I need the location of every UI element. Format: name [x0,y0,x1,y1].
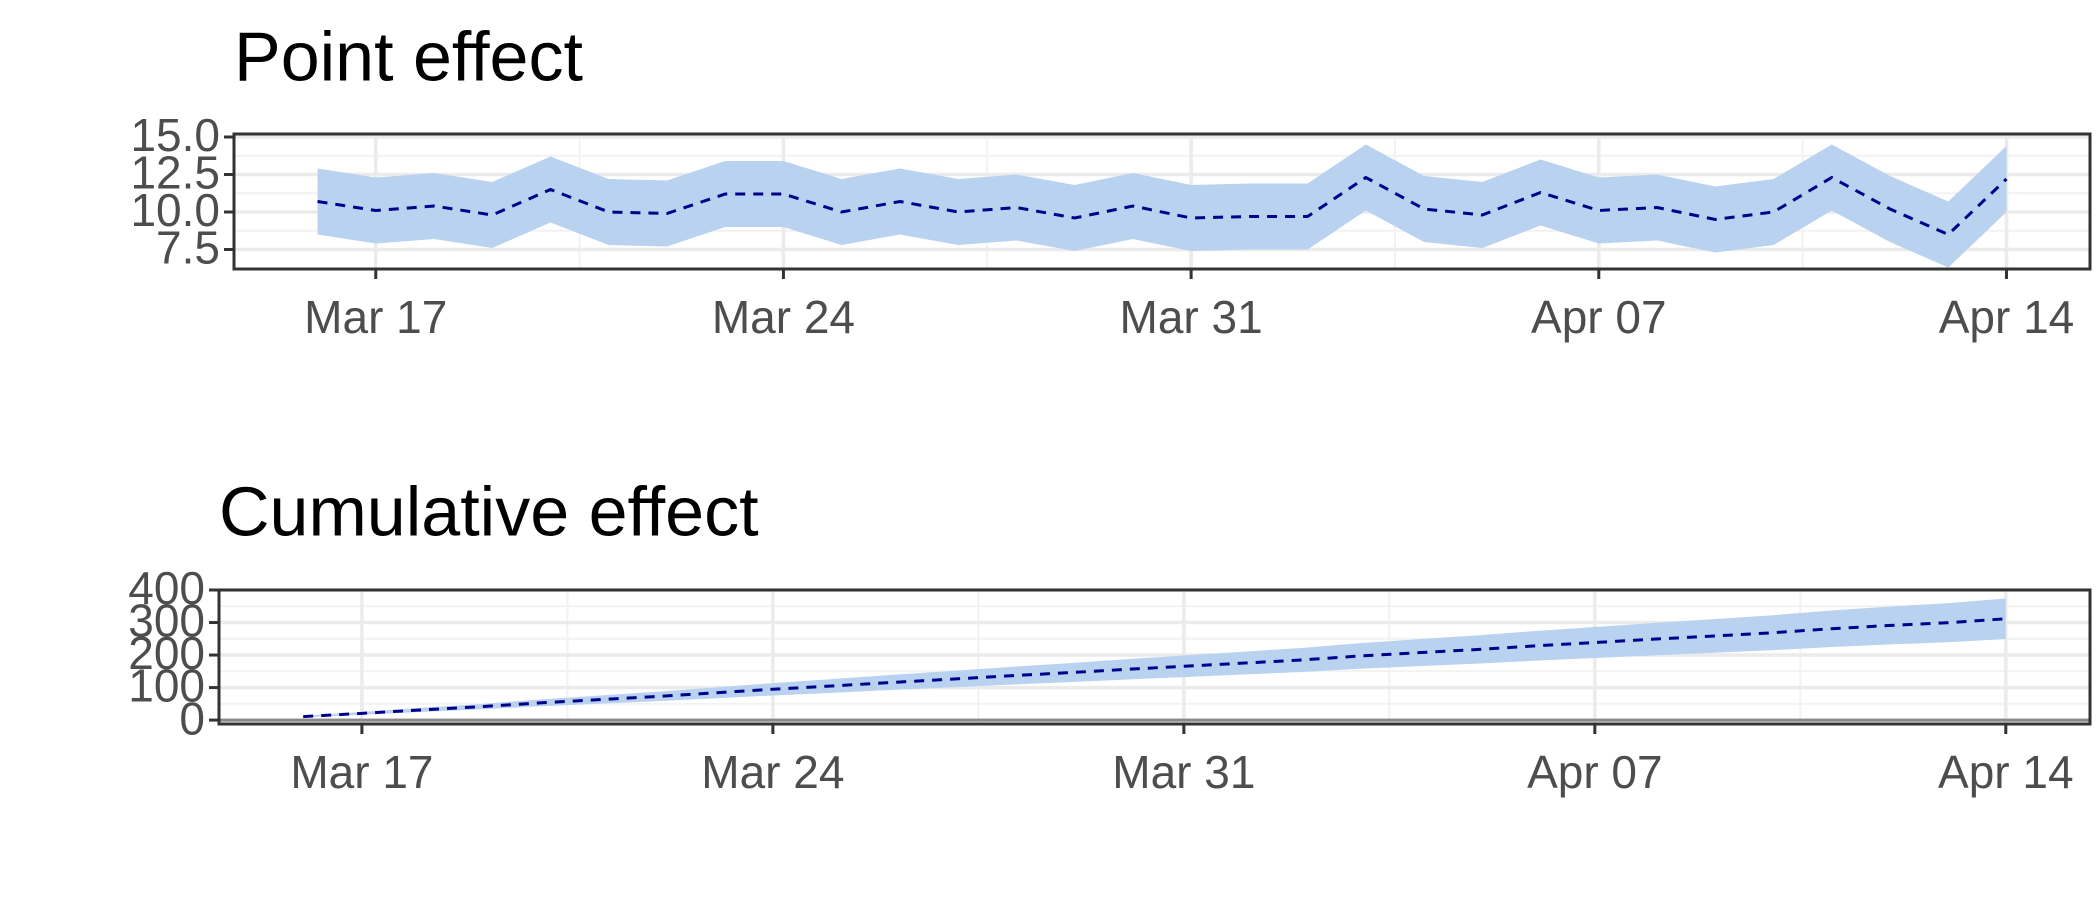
y-tick-label: 10.0 [130,184,220,236]
x-tick-label: Apr 07 [1531,291,1667,343]
x-tick-label: Apr 14 [1938,746,2074,798]
effect-line [317,175,2008,237]
x-tick-label: Mar 24 [701,746,844,798]
x-tick-label: Mar 31 [1112,746,1255,798]
y-tick-label: 12.5 [130,147,220,199]
y-tick-label: 7.5 [156,222,220,274]
x-tick-label: Mar 17 [290,746,433,798]
x-tick-label: Mar 31 [1120,291,1263,343]
panel-title: Point effect [234,17,583,95]
x-tick-label: Mar 24 [712,291,855,343]
y-tick-label: 15.0 [130,109,220,161]
panel-border [217,588,2092,726]
y-tick-label: 100 [128,660,205,712]
y-tick-label: 0 [179,692,205,744]
y-tick-label: 400 [128,562,205,614]
confidence-band [317,144,2007,268]
confidence-band [303,598,2006,718]
panel-border [232,132,2092,271]
x-tick-label: Mar 17 [304,291,447,343]
panel-title: Cumulative effect [219,472,759,550]
y-tick-label: 200 [128,627,205,679]
x-tick-label: Apr 14 [1939,291,2075,343]
x-tick-label: Apr 07 [1527,746,1663,798]
effect-line [303,617,2006,719]
y-tick-label: 300 [128,595,205,647]
